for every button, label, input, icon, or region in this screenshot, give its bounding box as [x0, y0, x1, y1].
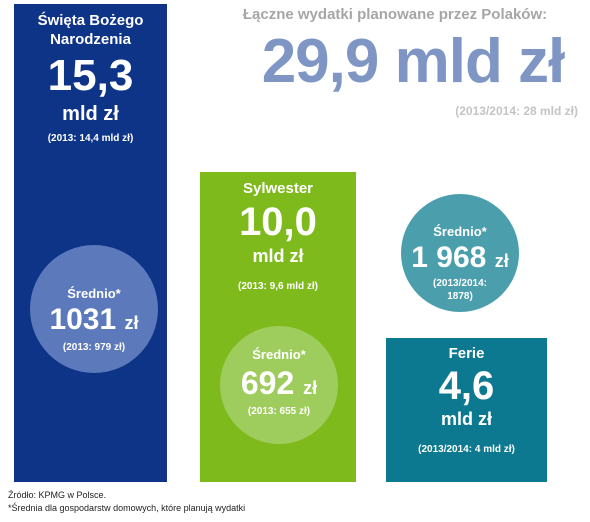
bar-christmas-label: Święta Bożego Narodzenia [14, 11, 167, 49]
avg-christmas-prev: (2013: 979 zł) [62, 342, 126, 353]
bar-christmas-value: 15,3 [47, 51, 134, 100]
bar-holidays-label: Ferie [448, 345, 485, 362]
avg-newyear-unit: zł [303, 378, 318, 398]
total-value: 29,9 mld zł [261, 27, 566, 96]
bar-holidays [386, 338, 547, 482]
total-label: Łączne wydatki planowane przez Polaków: [242, 6, 548, 23]
average-footnote: *Średnia dla gospodarstw domowych, które… [8, 503, 246, 513]
total-prev: (2013/2014: 28 mld zł) [455, 104, 578, 118]
bar-christmas-label-line1: Święta Bożego [37, 12, 144, 29]
avg-holidays-prev-line1: (2013/2014: [433, 278, 487, 289]
avg-holidays-value: 1 968 zł [401, 240, 519, 279]
avg-newyear-number: 692 [240, 365, 295, 401]
avg-holidays-prev: (2013/2014: 1878) [401, 277, 519, 303]
bar-holidays-unit: mld zł [440, 409, 492, 429]
avg-christmas-value: 1031 zł [30, 302, 158, 341]
avg-christmas-unit: zł [124, 313, 139, 333]
avg-holidays-number: 1 968 [411, 241, 487, 274]
avg-newyear-value: 692 zł [220, 364, 338, 407]
bar-newyear-label: Sylwester [242, 180, 314, 197]
bar-christmas [14, 4, 167, 482]
avg-circle-newyear [220, 326, 338, 444]
bar-christmas-prev: (2013: 14,4 mld zł) [47, 133, 134, 144]
bar-holidays-value: 4,6 [438, 364, 495, 408]
bar-newyear-prev: (2013: 9,6 mld zł) [237, 281, 319, 292]
avg-newyear-prev: (2013: 655 zł) [247, 406, 311, 417]
avg-holidays-unit: zł [494, 251, 509, 271]
avg-christmas-label: Średnio* [67, 286, 121, 301]
bar-christmas-unit: mld zł [62, 103, 119, 125]
source-note: Źródło: KPMG w Polsce. [8, 490, 107, 500]
avg-circle-holidays [401, 194, 519, 312]
avg-holidays-label: Średnio* [433, 224, 487, 239]
avg-newyear-label: Średnio* [252, 347, 306, 362]
bar-holidays-prev: (2013/2014: 4 mld zł) [418, 444, 515, 455]
avg-circle-christmas [30, 245, 158, 373]
bar-newyear-unit: mld zł [252, 246, 304, 266]
avg-christmas-number: 1031 [49, 303, 117, 336]
avg-holidays-prev-line2: 1878) [447, 291, 473, 302]
bar-newyear-value: 10,0 [239, 200, 317, 244]
bar-christmas-label-line2: Narodzenia [50, 31, 131, 48]
